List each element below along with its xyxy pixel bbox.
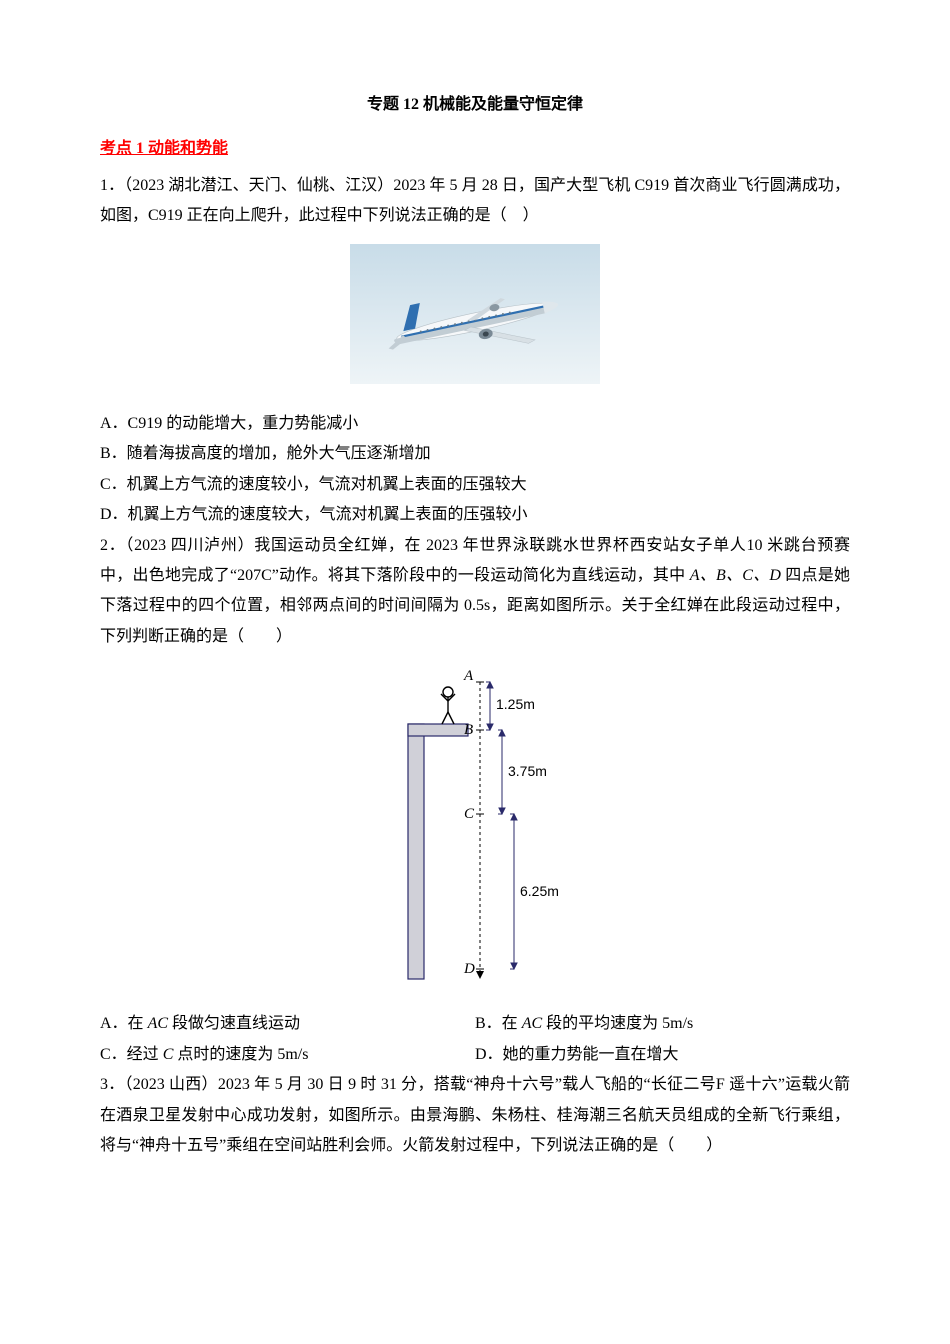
q1-stem: 1．（2023 湖北潜江、天门、仙桃、江汉）2023 年 5 月 28 日，国产… — [100, 171, 850, 232]
q2-stem: 2．（2023 四川泸州）我国运动员全红婵，在 2023 年世界泳联跳水世界杯西… — [100, 531, 850, 653]
distance-ab: 1.25m — [496, 696, 535, 712]
dive-diagram-icon: A B C D 1.25m 3.75m 6 — [390, 664, 560, 984]
label-c: C — [464, 806, 475, 822]
q1-option-b: B．随着海拔高度的增加，舱外大气压逐渐增加 — [100, 439, 850, 469]
q1-options: A．C919 的动能增大，重力势能减小 B．随着海拔高度的增加，舱外大气压逐渐增… — [100, 409, 850, 531]
label-d: D — [463, 961, 475, 977]
q1-figure — [100, 244, 850, 395]
section-heading-1: 考点 1 动能和势能 — [100, 134, 850, 164]
label-b: B — [464, 722, 473, 738]
q3-stem: 3．（2023 山西）2023 年 5 月 30 日 9 时 31 分，搭载“神… — [100, 1070, 850, 1161]
q2-options: A．在 AC 段做匀速直线运动 B．在 AC 段的平均速度为 5m/s C．经过… — [100, 1009, 850, 1070]
q2-option-a: A．在 AC 段做匀速直线运动 — [100, 1009, 475, 1039]
question-2: 2．（2023 四川泸州）我国运动员全红婵，在 2023 年世界泳联跳水世界杯西… — [100, 531, 850, 653]
airplane-icon — [350, 244, 600, 384]
q1-option-d: D．机翼上方气流的速度较大，气流对机翼上表面的压强较小 — [100, 500, 850, 530]
distance-bc: 3.75m — [508, 763, 547, 779]
q2-option-c: C．经过 C 点时的速度为 5m/s — [100, 1040, 475, 1070]
q2-option-d: D．她的重力势能一直在增大 — [475, 1040, 850, 1070]
label-a: A — [463, 668, 474, 684]
q2-figure: A B C D 1.25m 3.75m 6 — [100, 664, 850, 995]
question-1: 1．（2023 湖北潜江、天门、仙桃、江汉）2023 年 5 月 28 日，国产… — [100, 171, 850, 232]
q1-option-a: A．C919 的动能增大，重力势能减小 — [100, 409, 850, 439]
distance-cd: 6.25m — [520, 883, 559, 899]
page-title: 专题 12 机械能及能量守恒定律 — [100, 90, 850, 120]
question-3: 3．（2023 山西）2023 年 5 月 30 日 9 时 31 分，搭载“神… — [100, 1070, 850, 1161]
q1-option-c: C．机翼上方气流的速度较小，气流对机翼上表面的压强较大 — [100, 470, 850, 500]
q2-option-b: B．在 AC 段的平均速度为 5m/s — [475, 1009, 850, 1039]
